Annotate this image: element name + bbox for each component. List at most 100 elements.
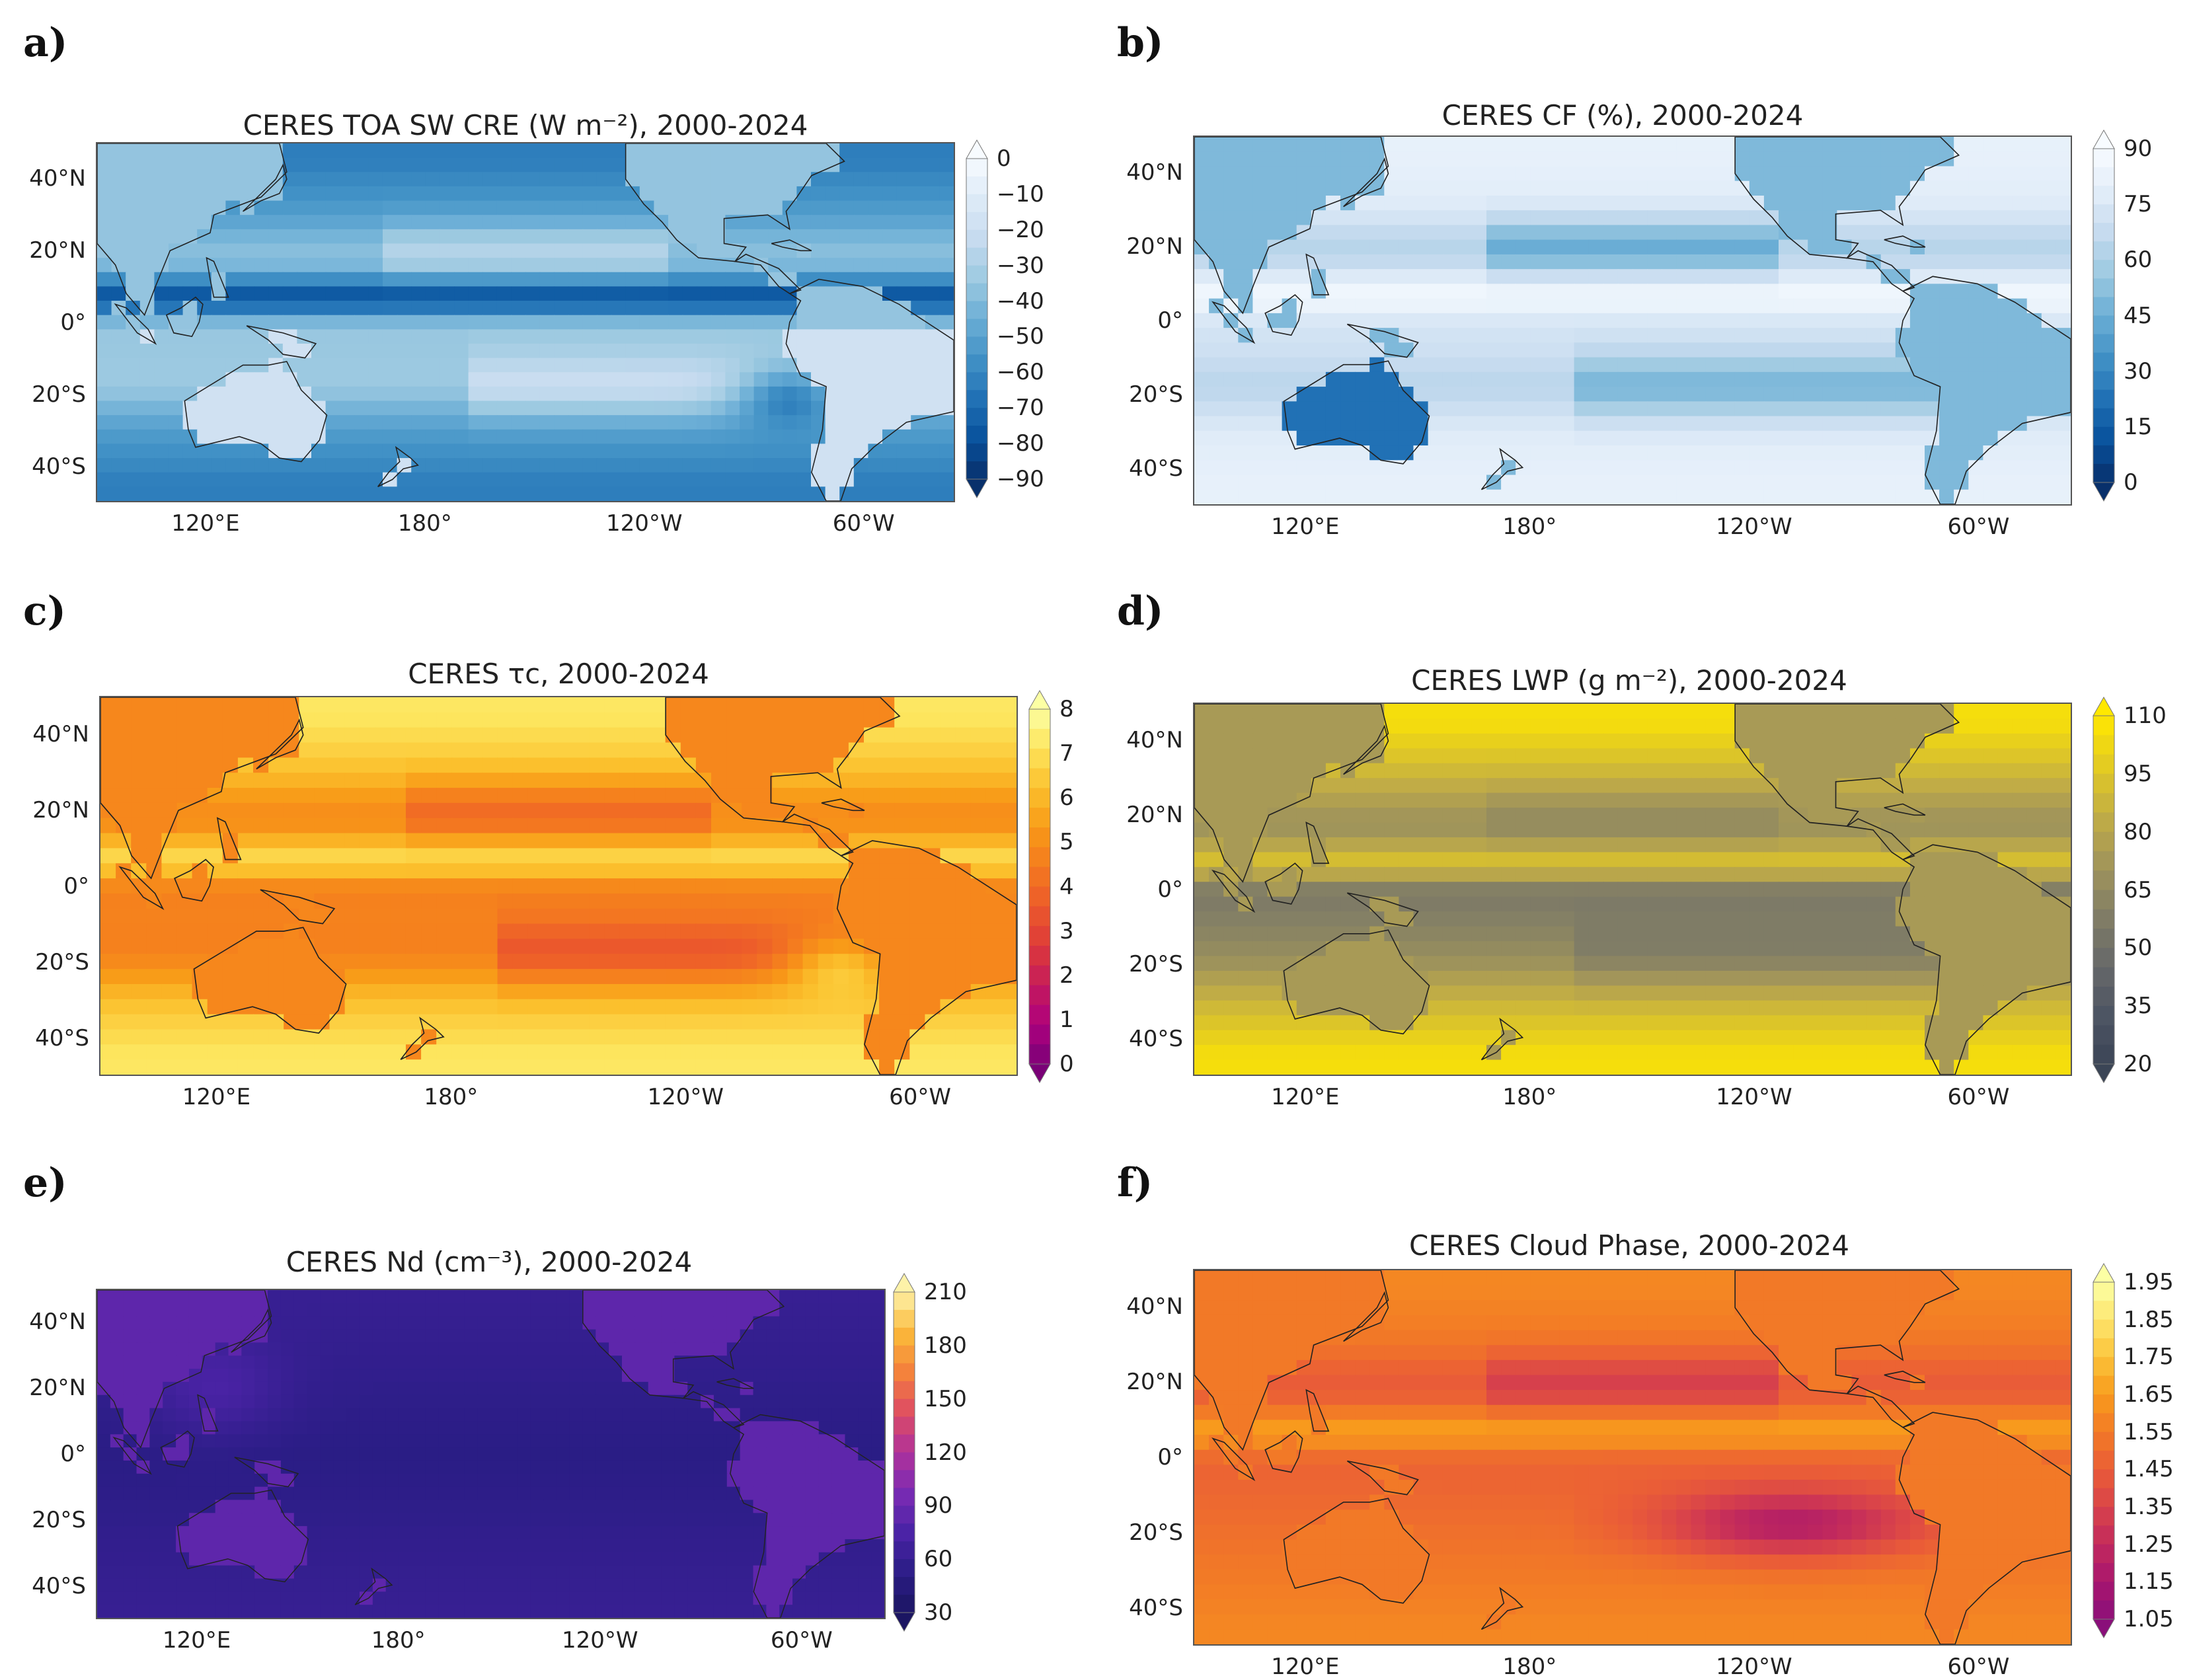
field-cell [740, 186, 754, 201]
field-cell [146, 1014, 162, 1030]
field-cell [788, 984, 804, 1000]
field-cell [1808, 387, 1823, 402]
field-cell [1618, 401, 1633, 416]
field-cell [1326, 240, 1341, 255]
field-cell [864, 894, 880, 909]
field-cell [1589, 313, 1604, 328]
field-cell [925, 143, 940, 158]
field-cell [634, 833, 650, 849]
field-cell [925, 1059, 941, 1075]
field-cell [1311, 299, 1326, 314]
field-cell [176, 773, 192, 788]
field-cell [176, 969, 192, 985]
field-cell [1647, 763, 1662, 779]
field-cell [1808, 475, 1823, 490]
field-cell [1414, 416, 1429, 432]
field-cell [225, 387, 240, 401]
field-cell [1516, 748, 1531, 763]
field-cell [1749, 490, 1765, 504]
field-cell [406, 894, 422, 909]
field-cell [176, 712, 192, 728]
field-cell [1399, 748, 1414, 763]
field-cell [368, 286, 383, 301]
field-cell [1545, 734, 1560, 749]
field-cell [1910, 416, 1925, 432]
field-cell [1589, 196, 1604, 211]
field-cell [1414, 240, 1429, 255]
field-cell [368, 430, 383, 444]
field-cell [1764, 181, 1779, 196]
field-cell [1267, 416, 1282, 432]
field-cell [726, 1014, 742, 1030]
field-cell [1384, 196, 1399, 211]
field-cell [2013, 734, 2028, 749]
field-cell [1384, 445, 1399, 461]
field-cell [1369, 372, 1385, 387]
field-cell [391, 712, 406, 728]
field-cell [1209, 490, 1224, 504]
field-cell [1676, 763, 1691, 779]
field-cell [1443, 704, 1458, 719]
field-cell [1282, 151, 1297, 167]
field-cell [683, 430, 697, 444]
field-cell [1560, 210, 1575, 225]
field-cell [1983, 372, 1998, 387]
field-cell [726, 848, 742, 864]
field-cell [1983, 328, 1998, 343]
field-cell [391, 924, 406, 940]
lat-tick-label: 40°S [0, 453, 86, 480]
field-cell [1618, 763, 1633, 779]
field-cell [1793, 475, 1808, 490]
field-cell [1881, 181, 1896, 196]
field-cell [482, 258, 497, 272]
field-cell [311, 387, 326, 401]
field-cell [97, 172, 112, 186]
field-cell [1939, 387, 1954, 402]
field-cell [340, 443, 354, 458]
field-cell [169, 443, 183, 458]
field-cell [925, 486, 940, 501]
field-cell [683, 272, 697, 287]
field-cell [1267, 328, 1282, 343]
field-cell [1881, 387, 1896, 402]
field-cell [1647, 490, 1662, 504]
field-cell [640, 329, 654, 344]
field-cell [668, 215, 683, 229]
field-cell [238, 1059, 254, 1075]
field-cell [525, 143, 540, 158]
field-cell [1589, 240, 1604, 255]
field-cell [354, 358, 369, 373]
field-cell [971, 697, 987, 713]
field-cell [540, 458, 555, 473]
field-cell [1560, 240, 1575, 255]
field-cell [925, 924, 941, 940]
field-cell [297, 372, 311, 387]
field-cell [375, 728, 391, 744]
field-cell [1369, 387, 1385, 402]
field-cell [925, 818, 941, 834]
field-cell [634, 863, 650, 879]
field-cell [1209, 704, 1224, 719]
field-cell [558, 1044, 574, 1060]
field-cell [299, 863, 315, 879]
field-cell [497, 229, 512, 244]
field-cell [839, 430, 854, 444]
field-cell [1267, 734, 1282, 749]
field-cell [1910, 137, 1925, 152]
field-cell [1881, 137, 1896, 152]
field-cell [451, 863, 467, 879]
field-cell [1443, 748, 1458, 763]
field-cell [451, 833, 467, 849]
field-cell [451, 938, 467, 954]
field-cell [574, 773, 590, 788]
field-cell [1968, 748, 1983, 763]
field-cell [253, 894, 269, 909]
field-cell [140, 258, 155, 272]
field-cell [1749, 704, 1765, 719]
field-cell [197, 415, 211, 430]
field-cell [879, 757, 895, 773]
field-cell [909, 878, 925, 894]
field-cell [411, 401, 426, 416]
field-cell [1326, 748, 1341, 763]
field-cell [240, 430, 254, 444]
